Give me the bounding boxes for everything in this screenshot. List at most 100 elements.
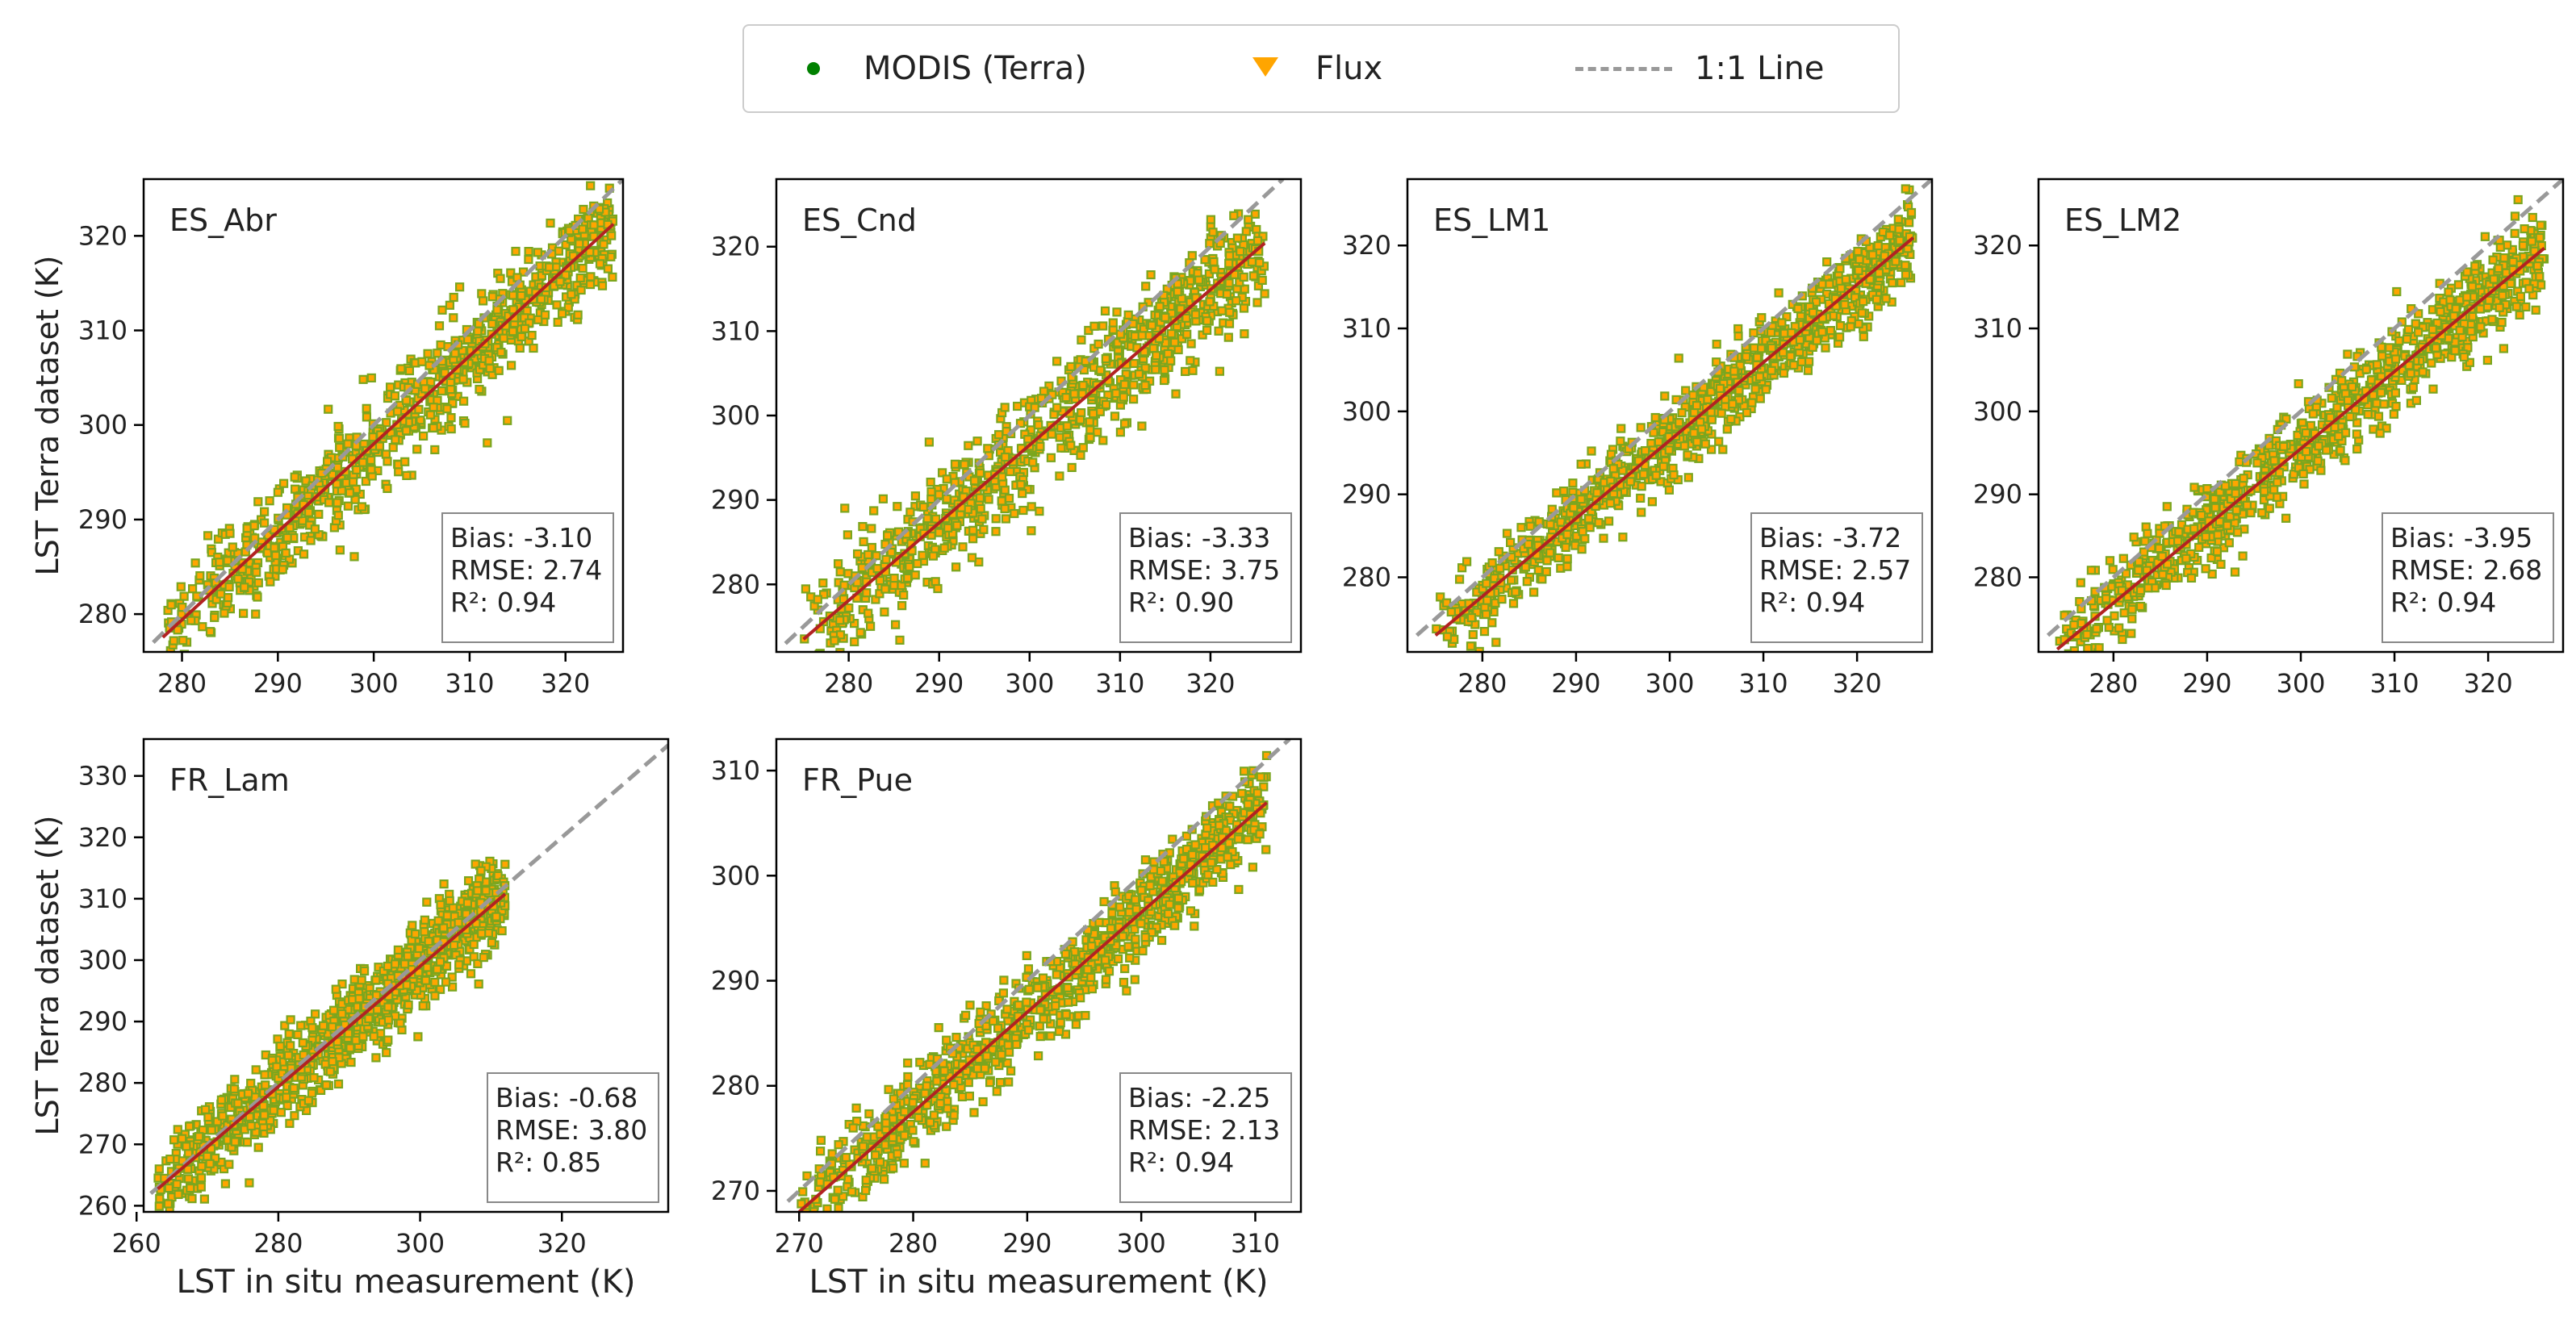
data-point [813,595,822,604]
data-point [905,562,914,572]
data-point [2352,444,2362,454]
data-point [977,514,987,524]
data-point [324,404,333,414]
data-point [859,537,868,547]
data-point [332,498,342,508]
data-point [2392,286,2402,297]
data-point [298,1038,307,1048]
data-point [494,366,504,375]
data-point [2411,319,2420,328]
data-point [166,600,176,610]
data-point [1734,386,1744,395]
data-point [1000,403,1010,412]
data-point [253,1142,263,1152]
data-point [2340,456,2350,466]
data-point [1554,553,1563,563]
data-point [1568,478,1578,488]
data-point [2484,295,2494,305]
data-point [260,1070,270,1080]
data-point [212,1117,222,1126]
data-point [508,327,518,336]
data-point [2520,224,2529,234]
data-point [165,1154,175,1164]
data-point [2488,255,2498,265]
data-point [1774,288,1784,298]
data-point [2449,311,2459,321]
data-point [337,1009,347,1019]
data-point [1722,424,1732,434]
data-point [950,459,960,469]
data-point [1755,394,1765,403]
data-point [361,476,370,487]
data-point [309,1073,319,1083]
data-point [1115,428,1126,437]
data-points [800,209,1269,652]
data-point [259,1110,269,1120]
data-point [334,433,344,443]
data-point [362,412,371,422]
data-point [2238,551,2248,561]
stats-line: R²: 0.94 [1759,587,1865,618]
data-point [2535,272,2545,282]
data-point [278,565,287,574]
data-point [899,590,909,600]
data-point [2408,382,2418,392]
data-point [2418,367,2428,377]
data-point [1778,348,1788,357]
data-point [240,583,249,592]
data-point [383,1015,393,1025]
data-point [2127,614,2137,624]
data-point [1664,485,1674,495]
data-point [169,1135,179,1145]
data-point [579,204,588,215]
data-point [844,603,854,613]
data-point [840,503,850,513]
data-point [2336,445,2345,455]
data-point [1669,470,1679,480]
data-point [1001,514,1011,524]
data-point [430,991,440,1000]
y-tick-label: 290 [711,485,760,516]
data-point [2231,488,2240,499]
data-point [2536,220,2545,230]
data-point [2298,469,2308,479]
legend-item-flux: Flux [1228,26,1382,111]
data-point [371,975,381,985]
data-point [1210,265,1219,274]
data-point [1859,332,1868,341]
data-point [233,1098,243,1109]
data-point [435,984,445,994]
data-point [1098,321,1108,331]
data-point [1018,488,1027,499]
data-point [475,384,484,395]
data-point [1076,450,1085,460]
data-point [383,457,392,466]
data-point [2402,334,2412,344]
data-point [2118,553,2128,563]
data-point [203,1112,213,1122]
data-point [316,1085,326,1096]
data-point [2252,458,2262,468]
data-point [2414,309,2423,319]
data-point [1206,215,1216,224]
data-point [395,1018,405,1028]
data-point [1888,278,1897,288]
data-point [967,553,977,562]
data-point [2301,428,2310,438]
data-point [2510,228,2520,238]
data-point [833,559,843,569]
data-point [1660,391,1670,401]
data-point [2455,325,2465,336]
data-point [533,248,543,257]
data-point [2411,395,2421,405]
data-point [515,343,525,353]
data-point [2385,343,2394,353]
data-point [1885,231,1895,240]
data-point [910,570,920,580]
data-point [290,472,299,482]
data-point [2231,505,2241,516]
data-point [474,979,483,989]
data-point [1462,557,1472,566]
data-point [1066,441,1076,450]
